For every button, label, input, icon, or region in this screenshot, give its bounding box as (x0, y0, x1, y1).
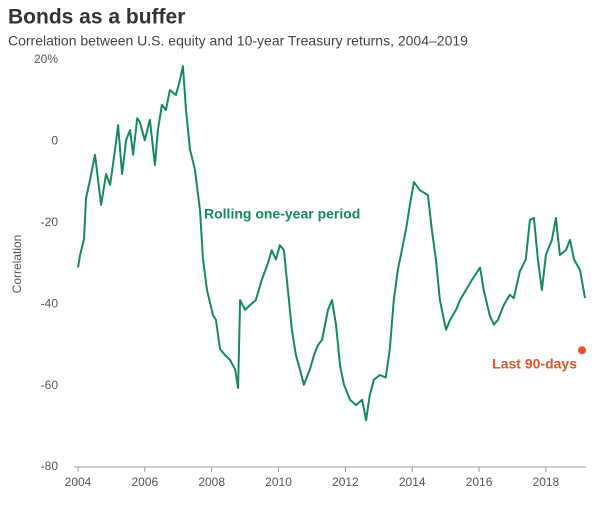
x-tick-label: 2008 (198, 475, 225, 489)
x-tick-label: 2014 (399, 475, 426, 489)
series-label: Rolling one-year period (204, 206, 360, 222)
y-tick-label: -20 (41, 215, 59, 229)
y-tick-label: -80 (41, 459, 59, 473)
y-tick-label: 20% (34, 52, 58, 66)
chart-subtitle: Correlation between U.S. equity and 10-y… (8, 33, 468, 49)
series-label: Last 90-days (492, 356, 577, 372)
y-tick-label: 0 (51, 134, 58, 148)
data-line (77, 65, 586, 422)
x-tick-label: 2016 (466, 475, 493, 489)
data-point (577, 346, 586, 355)
x-tick-label: 2012 (332, 475, 359, 489)
y-tick-label: -40 (41, 296, 59, 310)
chart-title: Bonds as a buffer (8, 6, 185, 29)
x-tick-label: 2018 (533, 475, 560, 489)
y-axis-label: Correlation (10, 235, 24, 294)
x-tick-label: 2006 (131, 475, 158, 489)
y-tick-label: -60 (41, 378, 59, 392)
x-tick-label: 2010 (265, 475, 292, 489)
x-tick-label: 2004 (65, 475, 92, 489)
